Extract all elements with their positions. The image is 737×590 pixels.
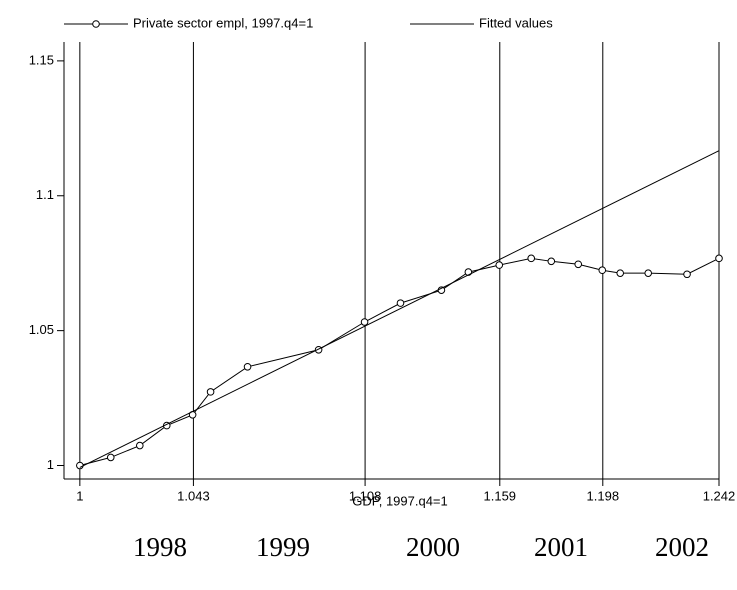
data-point <box>683 270 691 279</box>
x-tick-label: 1.242 <box>703 488 736 503</box>
data-point <box>206 388 215 396</box>
y-tick-label: 1 <box>47 457 54 472</box>
year-label: 2002 <box>655 532 709 562</box>
data-point <box>574 260 583 269</box>
y-tick-label: 1.05 <box>29 322 54 337</box>
y-tick-label: 1.1 <box>36 187 54 202</box>
x-tick-label: 1.108 <box>349 488 382 503</box>
x-tick-label: 1 <box>76 488 83 503</box>
data-point <box>644 269 653 277</box>
x-tick-label: 1.159 <box>484 488 517 503</box>
y-tick-label: 1.15 <box>29 52 54 67</box>
series-line <box>79 150 720 468</box>
year-label: 2001 <box>534 532 588 562</box>
data-point <box>396 299 405 307</box>
legend-marker <box>92 20 100 28</box>
data-point <box>616 269 625 277</box>
data-point <box>495 261 504 269</box>
data-point <box>136 441 144 450</box>
data-point <box>243 362 252 371</box>
x-axis-label: GDP, 1997.q4=1 <box>352 493 448 508</box>
data-point <box>598 266 607 275</box>
x-tick-label: 1.043 <box>177 488 210 503</box>
series-line <box>79 257 720 466</box>
data-point <box>76 461 84 470</box>
data-point <box>360 318 369 326</box>
year-label: 2000 <box>406 532 460 562</box>
year-label: 1999 <box>256 532 310 562</box>
data-point <box>106 453 115 462</box>
legend-label: Fitted values <box>479 15 553 30</box>
data-point <box>547 257 556 266</box>
data-point <box>715 254 723 263</box>
year-label: 1998 <box>133 532 187 562</box>
x-tick-label: 1.198 <box>587 488 620 503</box>
data-point <box>527 254 536 263</box>
legend-label: Private sector empl, 1997.q4=1 <box>133 15 313 30</box>
